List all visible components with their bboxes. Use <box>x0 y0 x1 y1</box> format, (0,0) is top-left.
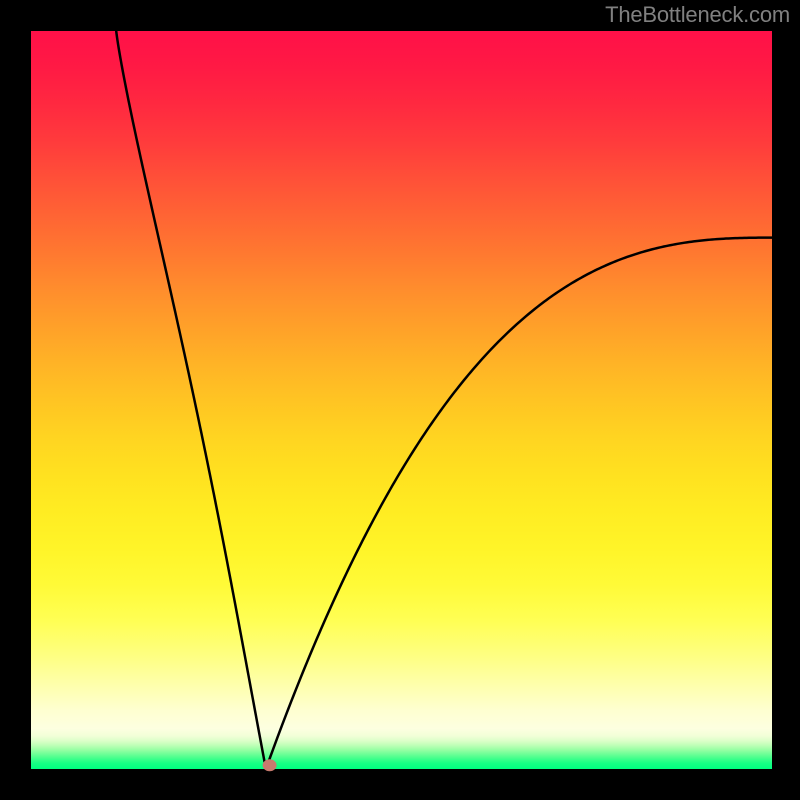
figure-wrapper: TheBottleneck.com <box>0 0 800 800</box>
plot-background <box>31 31 772 769</box>
watermark-text: TheBottleneck.com <box>605 2 790 28</box>
bottleneck-chart <box>0 0 800 800</box>
minimum-marker <box>263 759 277 771</box>
